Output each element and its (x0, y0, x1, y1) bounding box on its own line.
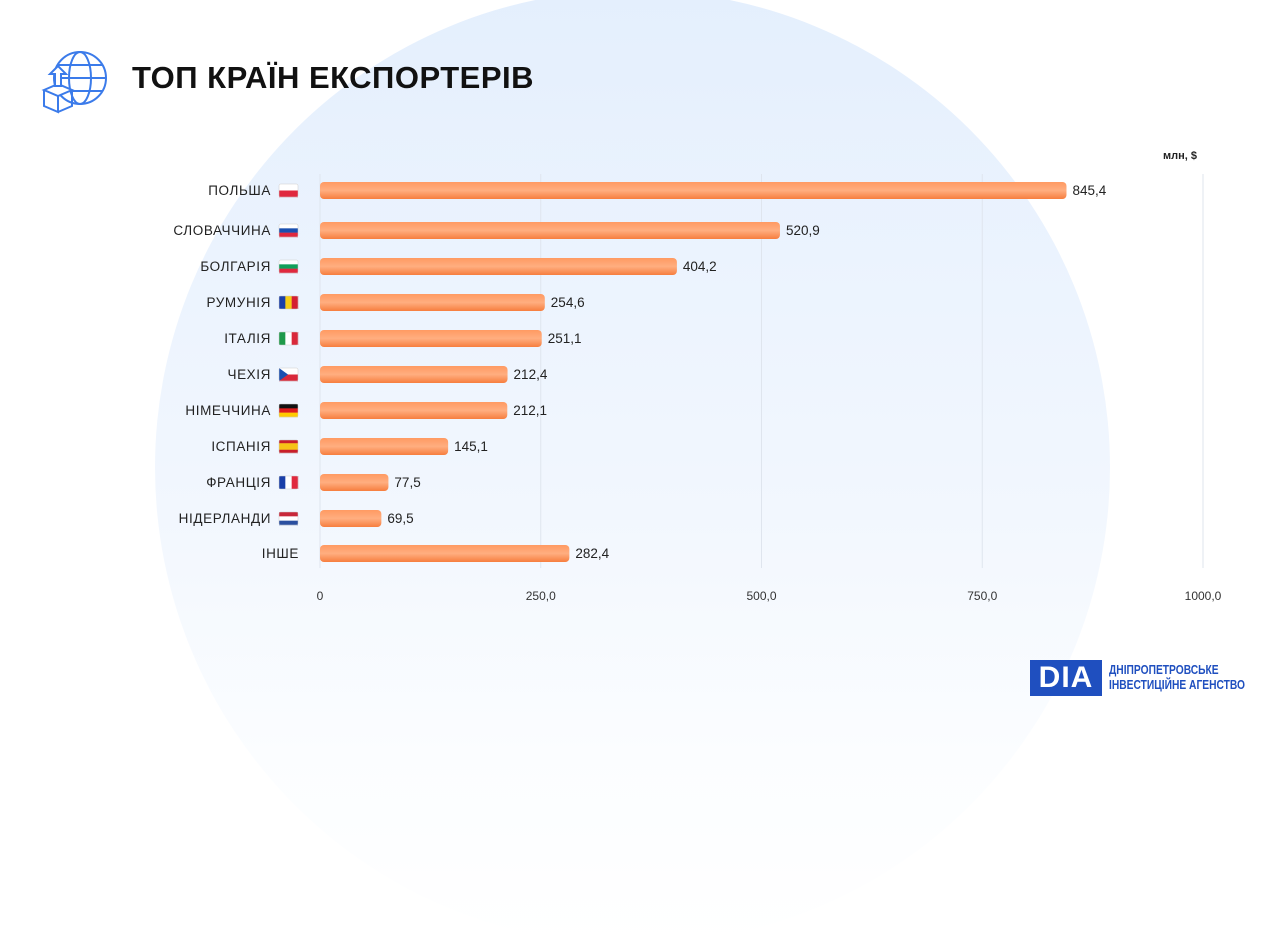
flag-stripe (279, 443, 298, 447)
flag-border (278, 259, 299, 274)
flag-border (278, 223, 299, 238)
flag-stripe (279, 368, 288, 381)
flag-fr-icon (278, 475, 299, 490)
flag-stripe (279, 368, 298, 375)
flag-it-icon (278, 331, 299, 346)
flag-border (278, 331, 299, 346)
flag-stripe (279, 516, 298, 521)
dia-logo: DIA ДНІПРОПЕТРОВСЬКЕ ІНВЕСТИЦІЙНЕ АГЕНСТВ… (1030, 660, 1275, 696)
bar (320, 222, 780, 239)
flag-border (278, 403, 299, 418)
flag-stripe (291, 332, 299, 345)
flag-stripe (285, 296, 292, 309)
flag-ro-icon (278, 295, 299, 310)
page-title: ТОП КРАЇН ЕКСПОРТЕРІВ (132, 60, 535, 95)
flag-stripe (279, 404, 298, 409)
value-label: 282,4 (575, 546, 609, 561)
category-label: ЧЕХІЯ (227, 367, 271, 382)
flag-nl-icon (278, 511, 299, 526)
flag-stripe (279, 512, 298, 517)
category-label: ІНШЕ (262, 546, 299, 561)
logo-line-2: ІНВЕСТИЦІЙНЕ АГЕНСТВО (1109, 678, 1246, 692)
value-label: 845,4 (1072, 183, 1106, 198)
flag-es-icon (278, 439, 299, 454)
flag-border (278, 511, 299, 526)
bar (320, 258, 677, 275)
flag-stripe (279, 374, 298, 382)
bar (320, 545, 570, 562)
flag-stripe (279, 446, 298, 450)
flag-border (278, 183, 299, 198)
value-label: 212,4 (514, 367, 548, 382)
value-label: 520,9 (786, 223, 820, 238)
flag-pl-icon (278, 183, 299, 198)
flag-stripe (279, 264, 298, 269)
category-label: СЛОВАЧЧИНА (173, 223, 271, 238)
flag-stripe (279, 228, 298, 233)
flag-stripe (279, 408, 298, 413)
globe-export-box-icon (41, 51, 107, 114)
category-label: РУМУНІЯ (206, 295, 271, 310)
bar (320, 330, 542, 347)
category-label: НІМЕЧЧИНА (185, 403, 271, 418)
flag-stripe (279, 520, 298, 526)
bar (320, 402, 508, 419)
x-tick-label: 750,0 (967, 589, 997, 603)
flag-cz-icon (278, 367, 299, 382)
x-tick-label: 500,0 (746, 589, 776, 603)
flag-stripe (279, 440, 298, 444)
x-tick-label: 0 (317, 589, 324, 603)
unit-label: млн, $ (1163, 150, 1197, 162)
flag-stripe (279, 184, 298, 191)
flag-stripe (279, 412, 298, 418)
flag-stripe (279, 260, 298, 265)
category-label: НІДЕРЛАНДИ (179, 511, 271, 526)
x-tick-label: 250,0 (526, 589, 556, 603)
value-label: 404,2 (683, 259, 717, 274)
flag-stripe (279, 476, 286, 489)
bar (320, 438, 449, 455)
flag-border (278, 367, 299, 382)
logo-line-1: ДНІПРОПЕТРОВСЬКЕ (1109, 663, 1219, 677)
flag-stripe (279, 224, 298, 229)
category-label: ІСПАНІЯ (211, 439, 271, 454)
value-label: 212,1 (513, 403, 547, 418)
flag-stripe (279, 332, 286, 345)
flag-stripe (279, 232, 298, 238)
flag-border (278, 475, 299, 490)
value-label: 251,1 (548, 331, 582, 346)
flag-sk-icon (278, 223, 299, 238)
flag-stripe (291, 296, 299, 309)
bar (320, 366, 508, 383)
bar-chart: 0 250,0 500,0 750,0 1000,0 ПОЛЬША 845,4 СЛОВАЧЧ… (173, 174, 1222, 603)
flag-de-icon (278, 403, 299, 418)
flag-border (278, 295, 299, 310)
category-label: ПОЛЬША (208, 183, 271, 198)
value-label: 145,1 (454, 439, 488, 454)
flag-stripe (279, 449, 298, 454)
flag-border (278, 439, 299, 454)
x-tick-label: 1000,0 (1185, 589, 1222, 603)
value-label: 77,5 (394, 475, 420, 490)
flag-stripe (285, 476, 292, 489)
value-label: 254,6 (551, 295, 585, 310)
category-label: ФРАНЦІЯ (206, 475, 271, 490)
bar (320, 474, 389, 491)
category-label: БОЛГАРІЯ (200, 259, 271, 274)
flag-stripe (285, 332, 292, 345)
flag-stripe (279, 296, 286, 309)
bar (320, 510, 382, 527)
category-label: ІТАЛІЯ (224, 331, 271, 346)
logo-mark: DIA (1030, 660, 1102, 696)
bar (320, 182, 1067, 199)
bar (320, 294, 545, 311)
value-label: 69,5 (387, 511, 413, 526)
flag-stripe (279, 268, 298, 274)
flag-bg-icon (278, 259, 299, 274)
flag-stripe (279, 190, 298, 198)
flag-stripe (291, 476, 299, 489)
